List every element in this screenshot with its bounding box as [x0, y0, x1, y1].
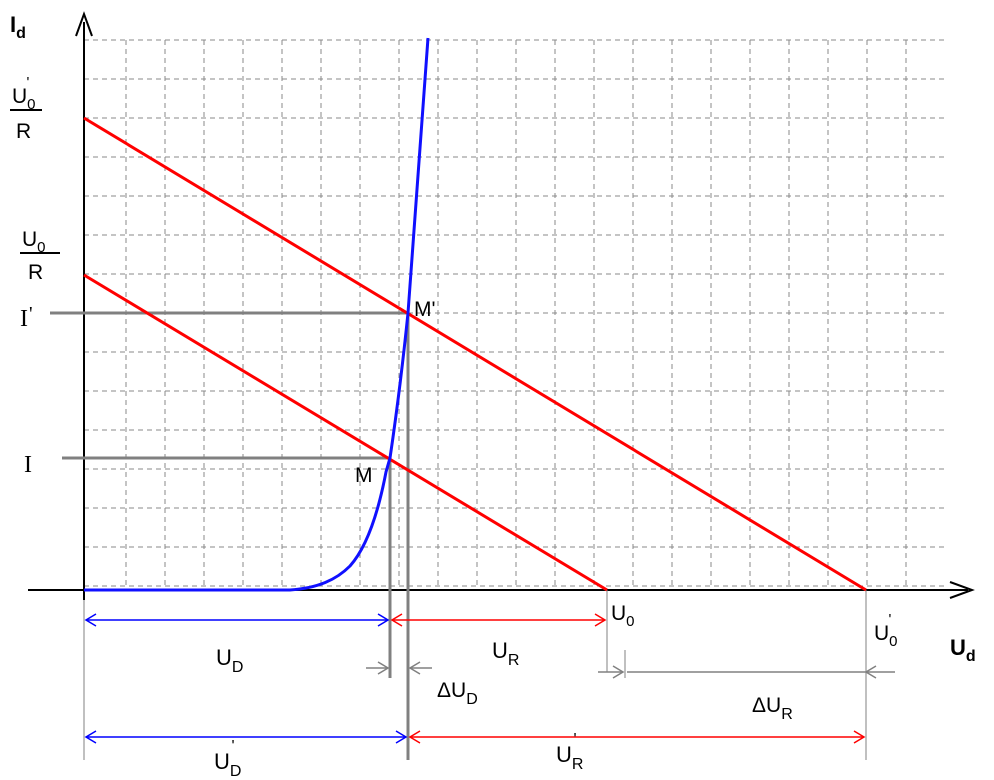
- arrow-delta-ur: [598, 665, 895, 679]
- svg-text:R: R: [16, 120, 31, 143]
- x-label-u0: U0: [611, 602, 635, 630]
- dashed-grid: [84, 39, 944, 590]
- load-line-u0prime: [83, 116, 867, 592]
- x-axis-label: Ud: [950, 635, 976, 665]
- y-label-u0prime-over-r: U0' R: [10, 74, 42, 143]
- guide-lines: [50, 311, 410, 760]
- diode-characteristic-curve: [84, 37, 430, 592]
- label-delta-ur: ΔUR: [752, 694, 793, 723]
- label-ud: UD: [216, 645, 243, 676]
- y-axis-label: Id: [10, 12, 26, 42]
- y-label-i-prime: I': [20, 303, 33, 332]
- arrow-ur: [390, 613, 607, 627]
- axes: [28, 11, 975, 600]
- label-ud-prime: UD': [214, 738, 241, 780]
- arrow-ud-prime: [84, 730, 408, 744]
- arrow-delta-ud: [366, 661, 432, 675]
- label-ur: UR: [492, 638, 519, 669]
- load-line-u0: [83, 273, 608, 592]
- y-label-u0-over-r: U0 R: [20, 228, 60, 284]
- dimension-arrows: [84, 613, 895, 744]
- label-ur-prime: UR': [556, 731, 583, 773]
- svg-text:U0: U0: [22, 228, 46, 256]
- y-axis-arrowhead: [75, 11, 93, 37]
- arrow-ud: [84, 613, 390, 627]
- dimension-extension-lines: [83, 590, 867, 760]
- svg-text:U0': U0': [12, 74, 36, 113]
- x-label-u0-prime: U0': [874, 611, 898, 650]
- svg-text:R: R: [28, 261, 43, 284]
- arrow-ur-prime: [408, 730, 866, 744]
- label-delta-ud: ΔUD: [437, 679, 478, 708]
- point-label-m-prime: M': [414, 298, 436, 321]
- y-label-i: I: [24, 452, 32, 478]
- x-axis-arrowhead: [949, 581, 975, 599]
- point-label-m: M: [355, 464, 373, 487]
- load-lines: [83, 116, 867, 592]
